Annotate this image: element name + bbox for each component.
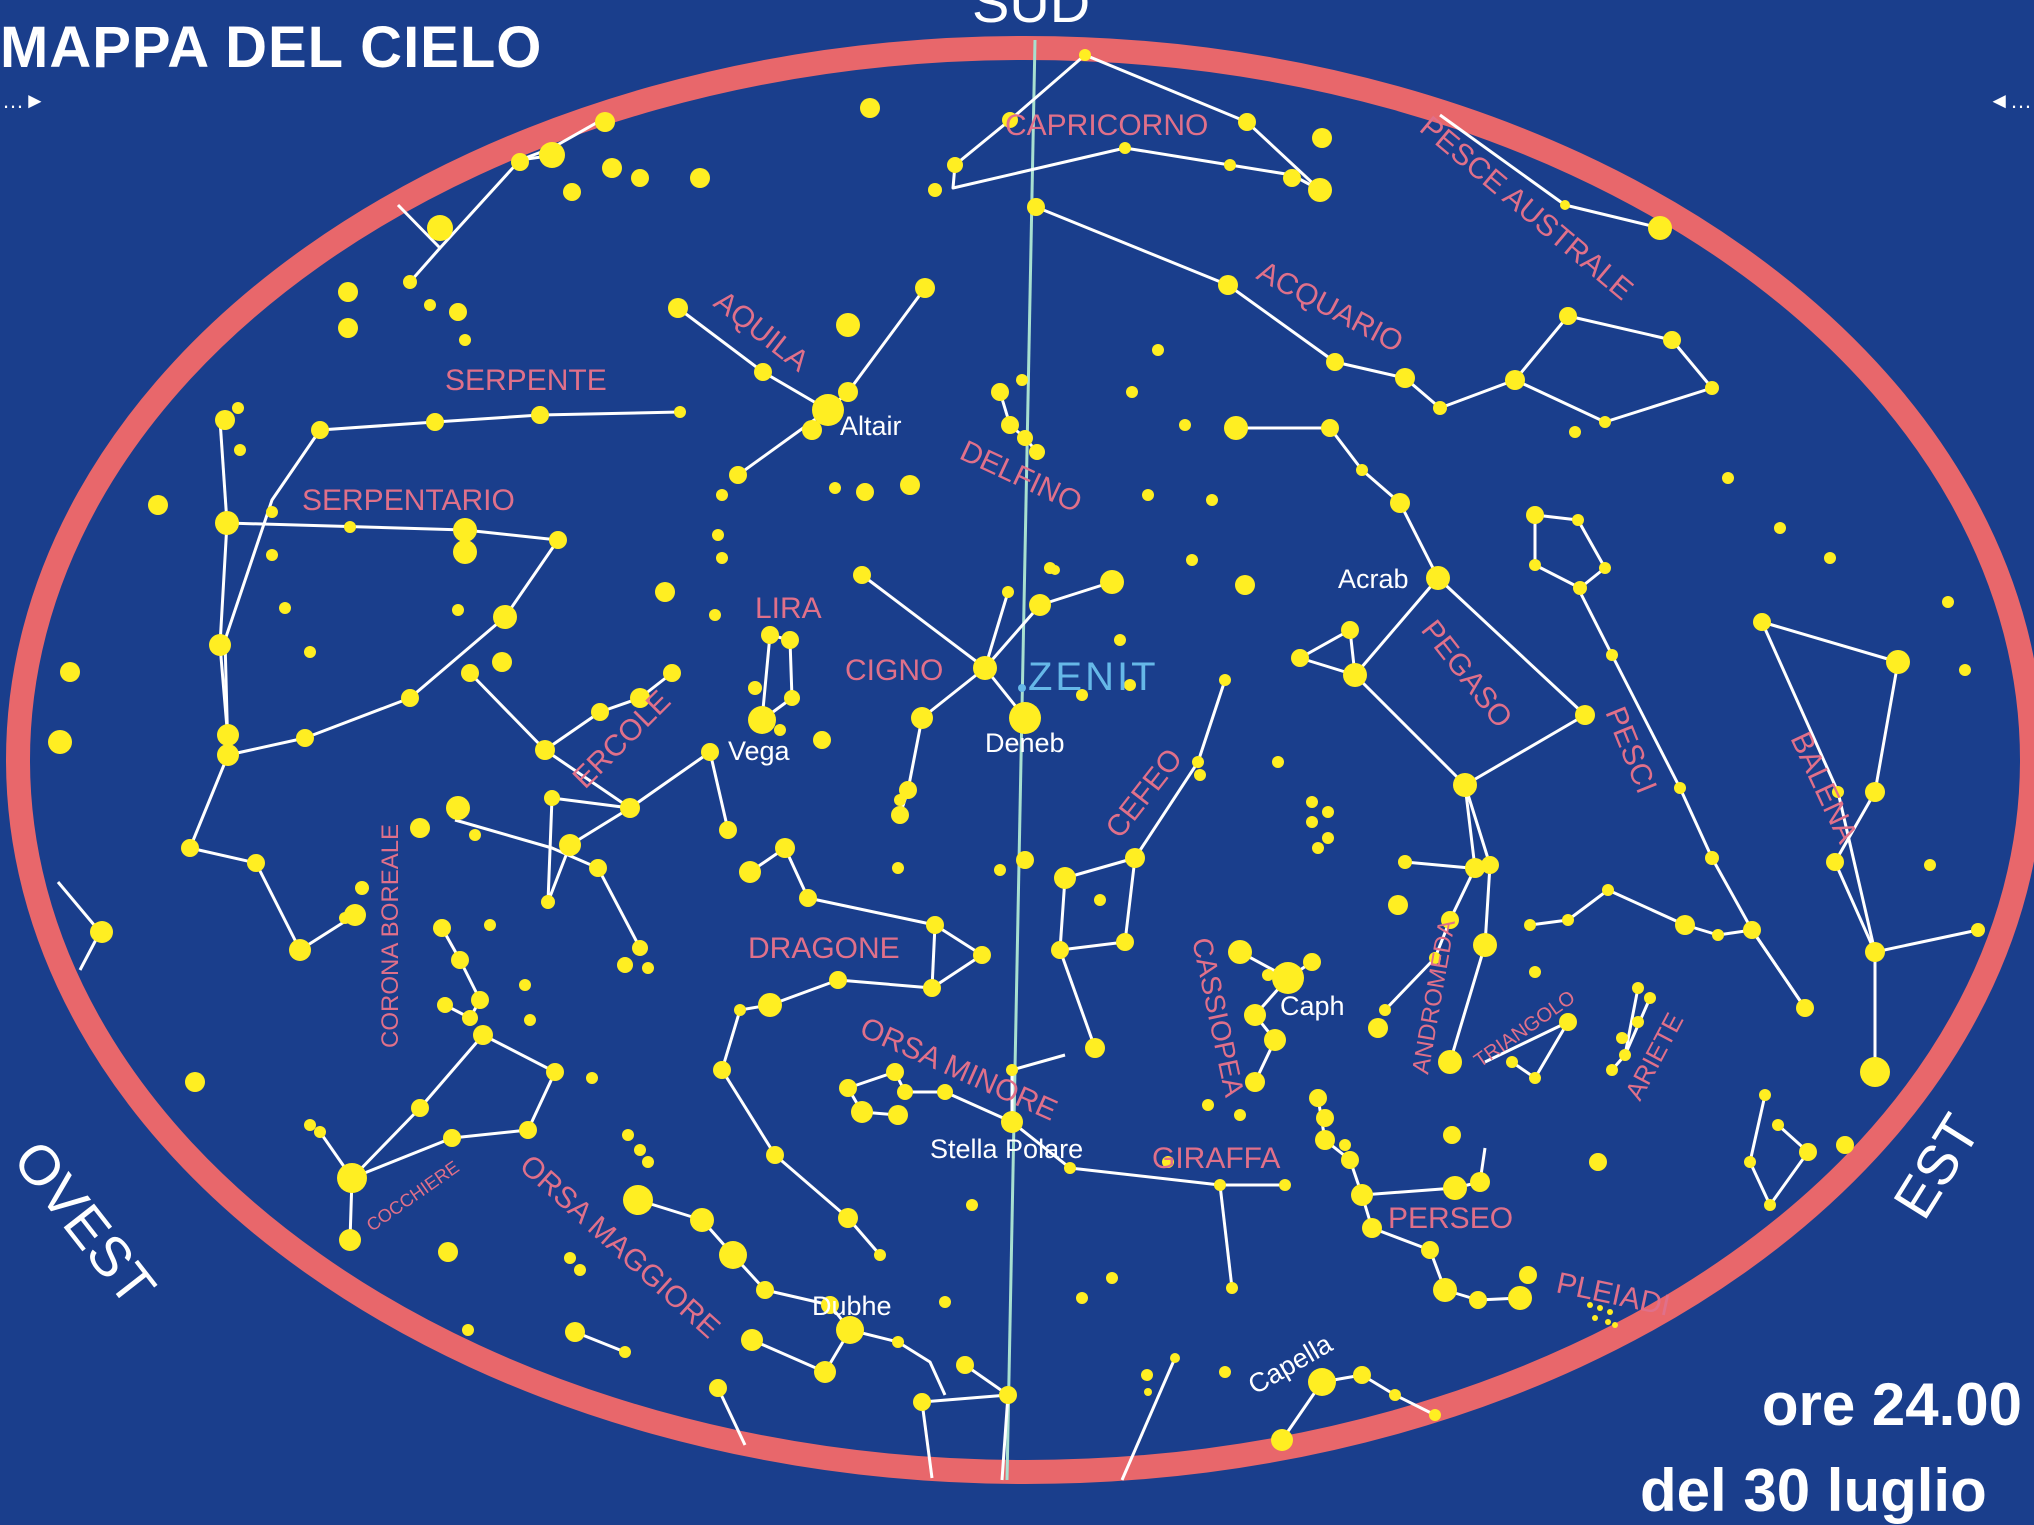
label-dubhe: Dubhe <box>812 1291 892 1321</box>
label-vega: Vega <box>728 736 791 766</box>
star-labels: Altair Acrab Vega Deneb Caph Stella Pola… <box>728 411 1409 1400</box>
label-pleiadi: PLEIADI <box>1554 1267 1673 1323</box>
stars <box>48 49 1985 1451</box>
label-perseo: PERSEO <box>1388 1202 1513 1235</box>
meridian-line <box>1005 39 1037 1481</box>
label-capricorno: CAPRICORNO <box>1005 109 1208 142</box>
label-south: SUD <box>972 0 1091 34</box>
label-balena: BALENA <box>1784 727 1864 848</box>
horizon-ellipse <box>6 36 2034 1484</box>
label-corona-boreale: CORONA BOREALE <box>377 824 404 1048</box>
label-giraffa: GIRAFFA <box>1152 1142 1280 1175</box>
label-ercole: ERCOLE <box>567 684 678 795</box>
label-pegaso: PEGASO <box>1414 614 1518 734</box>
label-pesci: PESCI <box>1599 702 1663 798</box>
zenith-dot <box>1018 684 1026 692</box>
page-title: MAPPA DEL CIELO <box>0 15 543 80</box>
time-label: ore 24.00 <box>1761 1371 2022 1438</box>
label-lira: LIRA <box>755 592 822 625</box>
label-serpente: SERPENTE <box>445 364 607 397</box>
date-label: del 30 luglio <box>1640 1457 1987 1524</box>
label-altair: Altair <box>840 411 902 441</box>
label-acquario: ACQUARIO <box>1252 255 1409 359</box>
label-serpentario: SERPENTARIO <box>302 484 515 517</box>
constellation-lines <box>56 53 1979 1481</box>
label-caph: Caph <box>1280 991 1345 1021</box>
label-acrab: Acrab <box>1338 564 1409 594</box>
arrow-right-icon: ◄… <box>1988 88 2032 113</box>
zenith-label: ZENIT <box>1028 655 1159 699</box>
label-orsa-minore: ORSA MINORE <box>855 1011 1062 1127</box>
label-stella-polare: Stella Polare <box>930 1134 1083 1164</box>
label-deneb: Deneb <box>985 728 1065 758</box>
arrow-left-icon: …► <box>2 88 46 113</box>
label-cigno: CIGNO <box>845 654 943 687</box>
label-orsa-maggiore: ORSA MAGGIORE <box>513 1149 726 1345</box>
label-dragone: DRAGONE <box>748 932 900 965</box>
label-delfino: DELFINO <box>955 434 1087 519</box>
